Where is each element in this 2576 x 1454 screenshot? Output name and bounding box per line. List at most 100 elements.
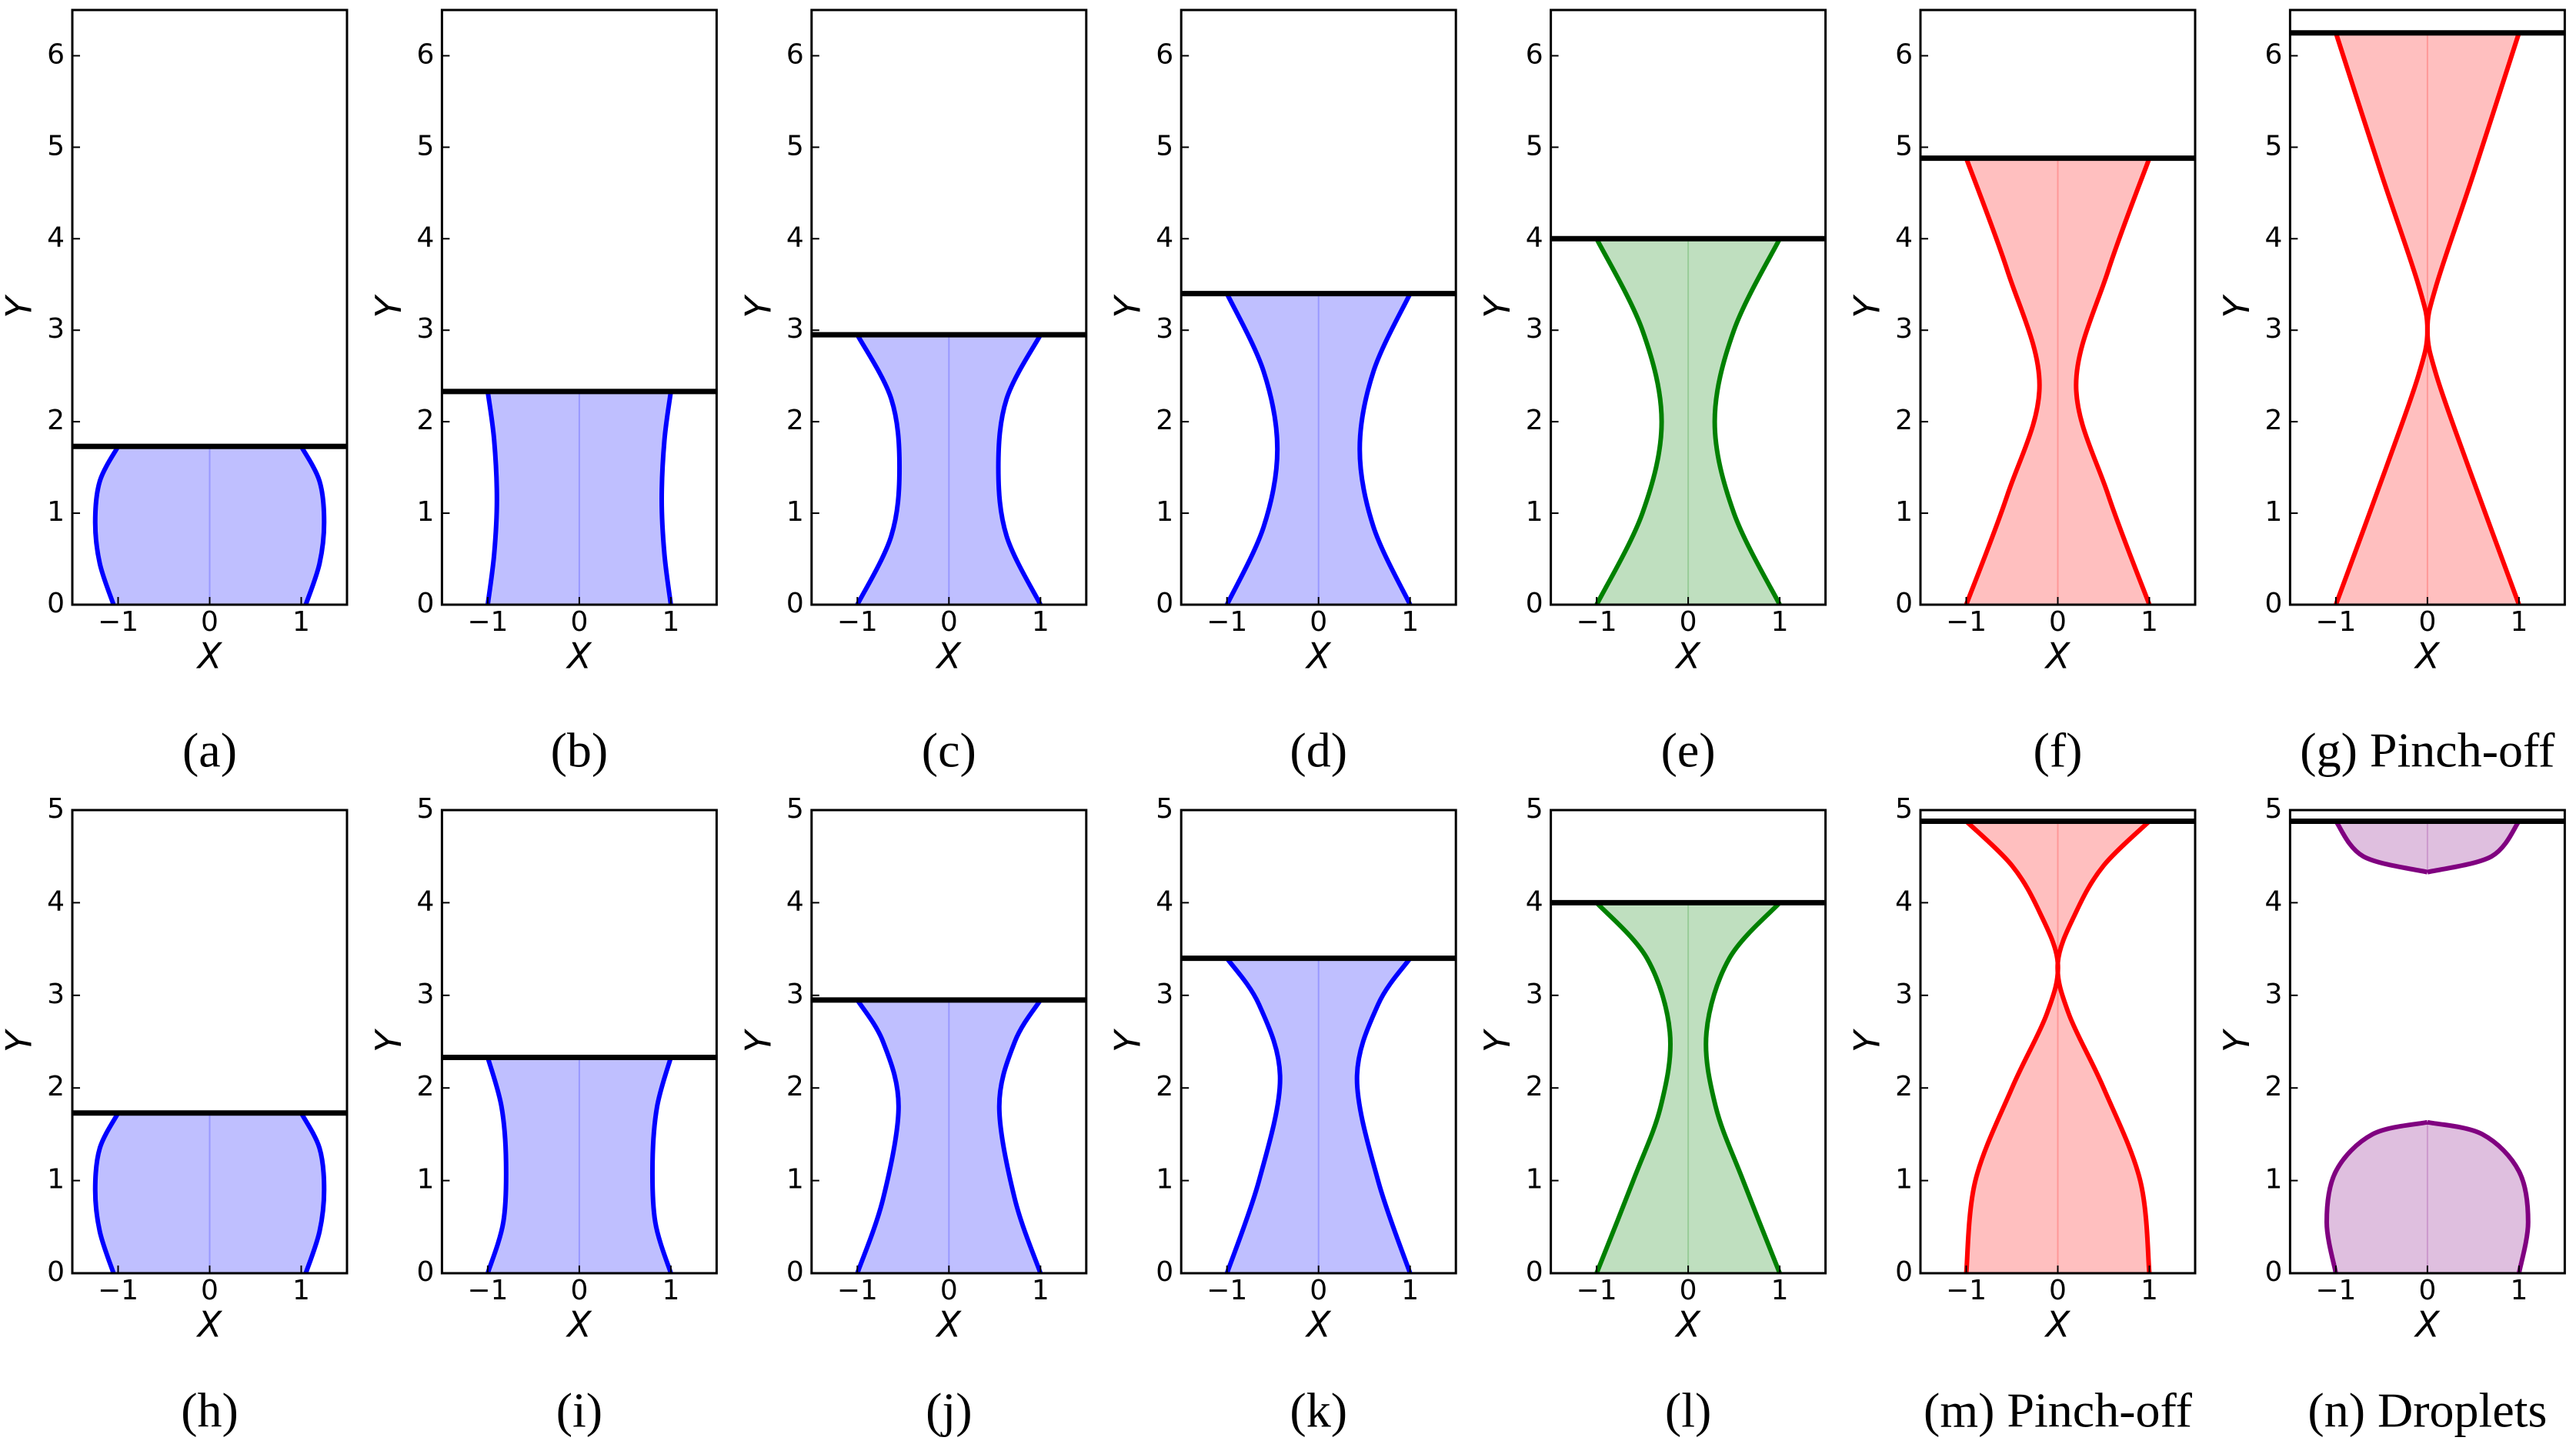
x-tick-label: 0 [1680,606,1697,638]
y-tick-label: 3 [416,979,434,1010]
interface-right [659,391,673,605]
x-axis-label: X [936,635,963,677]
y-tick-label: 5 [1895,793,1913,825]
x-tick-label: −1 [1946,1275,1987,1306]
y-tick-label: 5 [1526,793,1543,825]
y-tick-label: 6 [416,38,434,70]
interface-left [1224,292,1280,606]
caption: (e) [1661,723,1716,778]
liquid-fill [1966,158,2150,605]
y-tick-label: 2 [2264,1071,2282,1102]
x-tick-label: 1 [1032,1275,1049,1306]
y-tick-label: 5 [2264,130,2282,162]
x-tick-label: −1 [1946,606,1987,638]
x-tick-label: −1 [1577,606,1617,638]
y-tick-label: 3 [1895,313,1913,345]
interface-right [2055,819,2152,1274]
interface-right [996,999,1043,1274]
x-axis-label: X [196,1304,223,1346]
y-tick-label: 3 [416,313,434,345]
liquid-fill [1966,821,2150,1273]
y-tick-label: 5 [416,793,434,825]
y-tick-label: 6 [786,38,804,70]
x-axis-label: X [2044,1304,2071,1346]
x-axis-label: X [1674,1304,1701,1346]
y-tick-label: 2 [416,405,434,436]
y-tick-label: 4 [416,222,434,253]
x-axis-label: X [2414,1304,2441,1346]
y-tick-label: 4 [1895,885,1913,917]
y-tick-label: 3 [1156,313,1173,345]
y-tick-label: 4 [47,885,65,917]
interface-left [1594,901,1673,1275]
y-axis-label: Y [2216,1028,2257,1052]
y-axis-label: Y [1107,1028,1149,1052]
y-tick-label: 4 [416,885,434,917]
x-tick-label: 1 [1771,606,1789,638]
y-tick-label: 2 [416,1071,434,1102]
interface-right [299,1112,327,1274]
y-tick-label: 3 [1895,979,1913,1010]
y-tick-label: 5 [416,130,434,162]
x-tick-label: −1 [2315,606,2356,638]
interface-left [2324,1119,2428,1274]
y-tick-label: 3 [47,313,65,345]
interface-right [1703,901,1782,1275]
interface-left [92,445,121,605]
y-tick-label: 5 [47,130,65,162]
y-tick-label: 2 [1895,405,1913,436]
y-tick-label: 2 [786,405,804,436]
y-tick-label: 1 [1895,496,1913,528]
y-tick-label: 5 [1526,130,1543,162]
caption: (l) [1665,1383,1711,1438]
y-tick-label: 2 [786,1071,804,1102]
interface-left [1224,956,1283,1274]
interface-right [2427,1119,2531,1274]
y-tick-label: 4 [1526,222,1543,253]
x-tick-label: 1 [662,606,679,638]
y-tick-label: 5 [1156,793,1173,825]
y-tick-label: 3 [1526,979,1543,1010]
caption: (m) Pinch-off [1924,1383,2193,1438]
y-axis-label: Y [737,294,779,318]
x-axis-label: X [566,635,592,677]
interface-right [1712,237,1782,606]
y-tick-label: 4 [2264,222,2282,253]
y-tick-label: 4 [2264,885,2282,917]
x-tick-label: −1 [98,1275,138,1306]
y-axis-label: Y [1847,1028,1888,1052]
y-tick-label: 1 [786,496,804,528]
y-tick-label: 2 [1526,1071,1543,1102]
y-axis-label: Y [1477,294,1518,318]
y-tick-label: 0 [47,588,65,619]
x-tick-label: −1 [467,606,508,638]
interface-right [996,333,1043,606]
y-tick-label: 0 [47,1256,65,1288]
caption: (d) [1290,723,1347,778]
x-tick-label: 1 [2510,1275,2528,1306]
y-axis-label: Y [1477,1028,1518,1052]
y-tick-label: 5 [47,793,65,825]
interface-right [1354,956,1413,1274]
y-tick-label: 5 [1895,130,1913,162]
x-axis-label: X [1305,635,1332,677]
caption: (j) [926,1383,972,1438]
x-tick-label: 1 [1032,606,1049,638]
y-tick-label: 1 [2264,1164,2282,1196]
x-tick-label: −1 [2315,1275,2356,1306]
x-tick-label: −1 [837,606,878,638]
y-tick-label: 3 [1526,313,1543,345]
y-tick-label: 4 [1526,885,1543,917]
y-tick-label: 1 [1526,1164,1543,1196]
y-axis-label: Y [0,294,40,318]
y-tick-label: 3 [47,979,65,1010]
x-axis-label: X [196,635,223,677]
caption: (h) [181,1383,239,1438]
y-tick-label: 5 [786,130,804,162]
y-tick-label: 0 [2264,1256,2282,1288]
y-tick-label: 0 [2264,588,2282,619]
y-tick-label: 4 [1895,222,1913,253]
y-tick-label: 4 [786,222,804,253]
y-tick-label: 2 [2264,405,2282,436]
x-tick-label: −1 [1577,1275,1617,1306]
